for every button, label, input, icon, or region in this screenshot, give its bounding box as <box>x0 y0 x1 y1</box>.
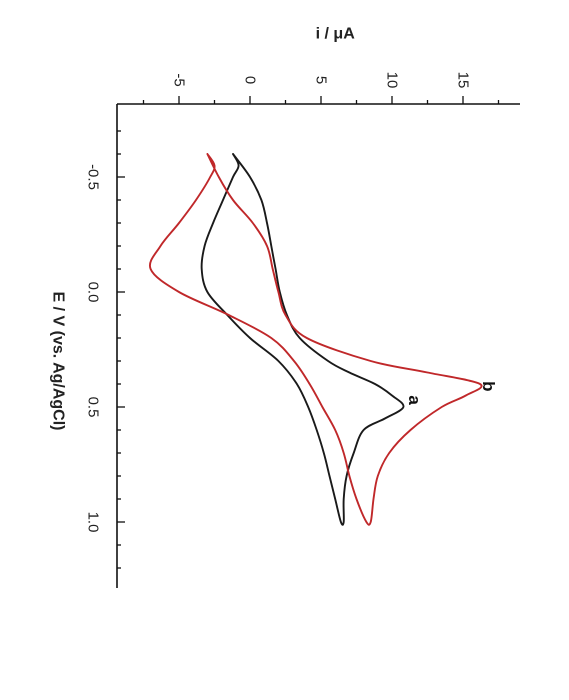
current-tick-label: 15 <box>455 72 472 89</box>
curve-label-b: b <box>479 381 498 391</box>
voltammogram-curves: ab <box>148 153 498 526</box>
current-tick-label: 0 <box>242 76 259 84</box>
current-tick-label: 5 <box>313 76 330 84</box>
current-axis-title: i / μA <box>316 26 356 43</box>
potential-axis-title: E / V (vs. Ag/AgCl) <box>50 292 67 431</box>
current-axis-ticks: -5 0 5 10 15 <box>142 72 500 104</box>
potential-tick-label: 0.0 <box>85 282 102 303</box>
potential-tick-label: -0.5 <box>85 164 102 190</box>
potential-tick-label: 0.5 <box>85 397 102 418</box>
curve-b <box>148 153 483 526</box>
current-tick-label: 10 <box>384 72 401 89</box>
curve-a <box>200 153 405 526</box>
potential-axis-ticks: -0.5 0.0 0.5 1.0 <box>85 130 125 569</box>
chart-axes <box>116 103 520 588</box>
potential-tick-label: 1.0 <box>85 512 102 533</box>
current-tick-label: -5 <box>171 73 188 86</box>
curve-label-a: a <box>405 395 424 405</box>
